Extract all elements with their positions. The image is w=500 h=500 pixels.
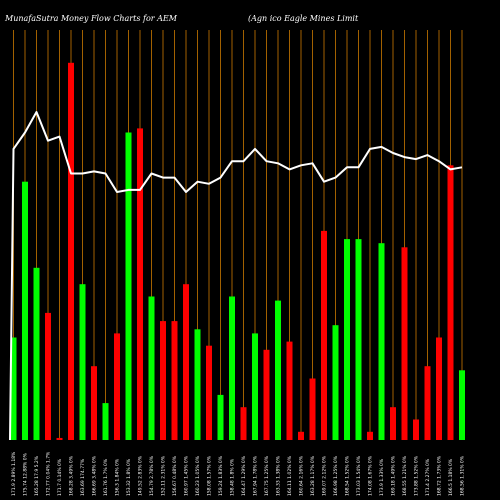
bar-up: [344, 239, 350, 440]
x-tick-label: 169.07 2.12% 0%: [322, 455, 328, 496]
x-tick-label: 171.7 0.14% 0%: [57, 458, 63, 496]
bar-up: [459, 370, 465, 440]
chart-title-right: (Agn ico Eagle Mines Limit: [248, 14, 359, 23]
x-tick-label: 153.32 1.8% 0%: [126, 458, 132, 496]
bar-down: [447, 165, 454, 441]
x-tick-label: 156.3 1.84% 0%: [115, 458, 121, 496]
bar-down: [436, 337, 442, 440]
x-tick-label: 166.5 1.18% 0%: [448, 458, 454, 496]
bar-down: [56, 437, 63, 440]
x-tick-label: 154.79 2.78% 0%: [149, 455, 155, 496]
x-tick-label: 171.9 2.89% 1.18%: [11, 451, 17, 496]
x-tick-label: 168.28 3.49% 0%: [69, 455, 75, 496]
bar-down: [91, 366, 97, 440]
bar-down: [286, 341, 293, 440]
x-tick-label: 173.03 1.54% 0%: [356, 455, 362, 496]
bar-down: [367, 431, 373, 440]
line-series: [9, 111, 463, 441]
bar-up: [355, 239, 362, 440]
bar-down: [45, 312, 51, 440]
bar-up: [10, 337, 17, 440]
x-tick-label: 156.67 0.48% 0%: [172, 455, 178, 496]
x-tick-label: 163.28 1.17% 0%: [310, 455, 316, 496]
bar-up: [79, 284, 86, 440]
bar-up: [33, 267, 40, 440]
x-tick-label: 158.08 1.57% 0%: [207, 455, 213, 496]
bar-up: [194, 329, 201, 440]
x-tick-labels: 171.9 2.89% 1.18% 175.74 12.88% 0% 165.28 …: [11, 451, 466, 496]
x-tick-label: 171.4 2.27% 0%: [425, 458, 431, 496]
x-tick-label: 158.48 1.8% 0%: [230, 458, 236, 496]
bar-down: [171, 321, 178, 440]
bar-down: [137, 128, 143, 440]
x-tick-label: 166.69 3.48% 0%: [92, 455, 98, 496]
bar-up: [252, 333, 258, 440]
bar-up: [332, 325, 339, 440]
x-tick-label: 163.33 1.38% 0%: [276, 455, 282, 496]
bar-up: [217, 394, 224, 440]
x-tick-label: 152.11 2.31% 0%: [161, 455, 167, 496]
x-tick-label: 169.18 1.49% 0%: [391, 455, 397, 496]
x-tick-label: 166.98 1.25% 0%: [333, 455, 339, 496]
bar-up: [148, 296, 155, 440]
bar-down: [160, 321, 166, 440]
x-tick-label: 168.55 1.21% 0%: [402, 455, 408, 496]
x-tick-label: 172.77 0.04% 1.7%: [46, 451, 52, 496]
bar-down: [309, 378, 316, 440]
x-tick-label: 168.56 1.31% 0%: [460, 455, 466, 496]
x-tick-label: 164.47 1.29% 0%: [241, 455, 247, 496]
x-tick-label: 168.54 1.52% 0%: [345, 455, 351, 496]
x-tick-label: 168.72 1.73% 0%: [437, 455, 443, 496]
x-tick-label: 174.08 1.67% 0%: [368, 455, 374, 496]
x-tick-label: 163.69 174.77%: [80, 458, 86, 496]
bar-down: [413, 419, 419, 440]
x-tick-label: 160.97 1.45% 0%: [184, 455, 190, 496]
x-tick-label: 173.9 1.33% 0%: [379, 458, 385, 496]
bar-up: [275, 300, 281, 440]
bar-up: [125, 132, 132, 440]
bar-down: [298, 431, 304, 440]
bar-down: [183, 284, 189, 440]
bar-down: [321, 230, 327, 440]
x-tick-label: 161.76 1.7% 0%: [103, 458, 109, 496]
bar-down: [401, 247, 408, 440]
bar-up: [229, 296, 235, 440]
bar-down: [263, 349, 270, 440]
bar-up: [102, 403, 109, 440]
x-tick-label: 164.11 1.02% 0%: [287, 455, 293, 496]
x-tick-label: 175.74 12.88% 0%: [23, 452, 29, 496]
x-tick-label: 160.64 2.16% 0%: [299, 455, 305, 496]
bar-down: [68, 62, 74, 441]
bar-down: [114, 333, 120, 440]
x-tick-label: 159.24 1.83% 0%: [218, 455, 224, 496]
x-tick-label: 167.94 1.78% 0%: [253, 455, 259, 496]
bar-down: [206, 345, 212, 440]
bar-up: [378, 243, 385, 440]
x-tick-label: 160.23 1.05% 0%: [195, 455, 201, 496]
x-tick-label: 167.75 1.25% 0%: [264, 455, 270, 496]
bar-series: [10, 62, 465, 441]
bar-up: [22, 181, 28, 440]
bar-down: [240, 407, 247, 440]
bar-down: [390, 407, 396, 440]
x-tick-label: 149.52 2.83% 0%: [138, 455, 144, 496]
bar-down: [424, 366, 431, 440]
x-tick-label: 173.88 1.52% 0%: [414, 455, 420, 496]
x-tick-label: 165.28 17.9 5.2%: [34, 455, 40, 496]
money-flow-line: [9, 111, 463, 441]
chart-title-left: MunafaSutra Money Flow Charts for AEM: [4, 14, 178, 23]
